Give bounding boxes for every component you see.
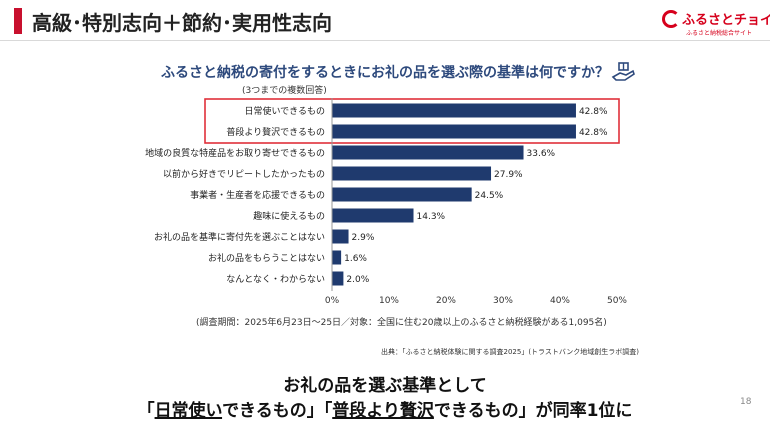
bar xyxy=(332,187,472,202)
bar xyxy=(332,166,492,181)
conclusion-quote-mid: 」「 xyxy=(306,401,333,421)
conclusion-quote-close: 」が同率1位に xyxy=(518,401,633,421)
x-tick-label: 30% xyxy=(493,296,513,306)
bar-chart: 日常使いできるもの 42.8% 普段より贅沢できるもの 42.8% 地域の良質な特産品を… xyxy=(145,98,627,306)
x-tick-label: 40% xyxy=(550,296,570,306)
page-number: 18 xyxy=(740,397,752,407)
bar xyxy=(332,229,349,244)
value-label: 2.0% xyxy=(346,275,369,285)
brand-logo: ふるさとチョイス ふるさと納税総合サイト xyxy=(662,8,770,38)
bar xyxy=(332,208,414,223)
category-label: 趣味に使えるもの xyxy=(253,210,325,222)
conclusion-line1: お礼の品を選ぶ基準として xyxy=(283,376,487,396)
value-label: 42.8% xyxy=(579,128,608,138)
x-tick-label: 20% xyxy=(436,296,456,306)
bar xyxy=(332,124,576,139)
bar xyxy=(332,145,524,160)
value-label: 33.6% xyxy=(527,149,556,159)
value-label: 24.5% xyxy=(475,191,504,201)
bar xyxy=(332,250,342,265)
conclusion-item2-tail: できるもの xyxy=(433,401,519,421)
hand-gift-icon xyxy=(611,62,635,81)
question-subtitle: (3つまでの複数回答) xyxy=(242,86,327,96)
value-label: 27.9% xyxy=(494,170,523,180)
x-tick-label: 50% xyxy=(607,296,627,306)
logo-mark-icon xyxy=(662,10,680,28)
survey-note: (調査期間：2025年6月23日～25日／対象：全国に住む20歳以上のふるさと納… xyxy=(196,318,607,328)
value-label: 42.8% xyxy=(579,107,608,117)
x-tick-label: 10% xyxy=(379,296,399,306)
category-label: お礼の品を基準に寄付先を選ぶことはない xyxy=(154,231,325,243)
logo-name: ふるさとチョイス xyxy=(682,13,770,28)
category-label: お礼の品をもらうことはない xyxy=(208,252,325,264)
category-label: 事業者・生産者を応援できるもの xyxy=(190,189,325,201)
conclusion-item1: 日常使い xyxy=(154,401,223,421)
category-label: 普段より贅沢できるもの xyxy=(226,126,325,138)
page-title: 高級･特別志向＋節約･実用性志向 xyxy=(32,11,332,35)
category-label: 日常使いできるもの xyxy=(244,105,325,117)
conclusion-line2: 「日常使いできるもの」「普段より贅沢できるもの」が同率1位に xyxy=(0,396,770,421)
question-title: ふるさと納税の寄付をするときにお礼の品を選ぶ際の基準は何ですか？ xyxy=(161,65,609,81)
value-label: 14.3% xyxy=(417,212,446,222)
bar xyxy=(332,103,576,118)
slide-header: 高級･特別志向＋節約･実用性志向 ふるさとチョイス ふるさと納税総合サイト xyxy=(0,0,770,44)
category-label: なんとなく・わからない xyxy=(226,274,325,285)
category-label: 地域の良質な特産品をお取り寄せできるもの xyxy=(145,147,325,159)
highlight-box xyxy=(204,98,620,144)
bar xyxy=(332,271,344,286)
header-divider xyxy=(0,40,770,41)
value-label: 1.6% xyxy=(344,254,367,264)
conclusion-item2: 普段より贅沢 xyxy=(332,401,434,421)
category-label: 以前から好きでリピートしたかったもの xyxy=(163,168,325,180)
header-accent-bar xyxy=(14,8,22,34)
logo-tagline: ふるさと納税総合サイト xyxy=(686,30,753,37)
conclusion-item1-tail: できるもの xyxy=(222,401,307,421)
conclusion-quote-open: 「 xyxy=(137,401,155,421)
source-note: 出典：「ふるさと納税体験に関する調査2025」(トラストバンク地域創生ラボ調査) xyxy=(381,348,639,356)
x-tick-label: 0% xyxy=(325,296,340,306)
value-label: 2.9% xyxy=(352,233,375,243)
